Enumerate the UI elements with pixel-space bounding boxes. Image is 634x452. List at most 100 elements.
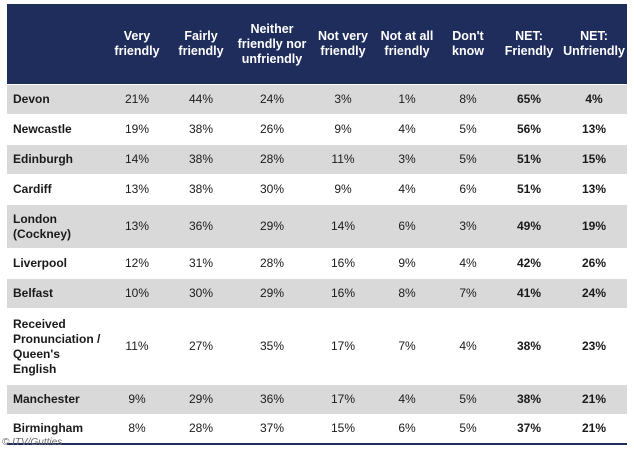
value-cell: 15% [311, 414, 375, 445]
value-cell: 29% [233, 278, 311, 309]
row-label: Belfast [7, 278, 105, 309]
value-cell: 9% [375, 248, 439, 279]
value-cell: 5% [439, 414, 497, 445]
net-value-cell: 26% [561, 248, 627, 279]
header-row: Very friendly Fairly friendly Neither fr… [7, 4, 627, 85]
value-cell: 26% [233, 114, 311, 145]
value-cell: 9% [311, 114, 375, 145]
table-row: Birmingham 8% 28% 37% 15% 6% 5% 37% 21% [7, 414, 627, 445]
value-cell: 12% [105, 248, 169, 279]
header-cell-accent [7, 4, 105, 85]
value-cell: 6% [439, 174, 497, 205]
net-value-cell: 49% [497, 204, 561, 249]
image-credit: © ITV/Gutties [2, 437, 63, 448]
row-label: Cardiff [7, 174, 105, 205]
value-cell: 27% [169, 308, 233, 385]
header-cell-net-friendly: NET: Friendly [497, 4, 561, 85]
value-cell: 29% [233, 204, 311, 249]
value-cell: 8% [439, 84, 497, 115]
row-label: Manchester [7, 384, 105, 415]
value-cell: 10% [105, 278, 169, 309]
header-cell-neither: Neither friendly nor unfriendly [233, 4, 311, 85]
net-value-cell: 42% [497, 248, 561, 279]
row-label: Received Pronunciation / Queen's English [7, 308, 105, 385]
row-label: London (Cockney) [7, 204, 105, 249]
value-cell: 31% [169, 248, 233, 279]
value-cell: 28% [233, 248, 311, 279]
net-value-cell: 15% [561, 144, 627, 175]
row-label: Birmingham [7, 414, 105, 445]
net-value-cell: 19% [561, 204, 627, 249]
row-label: Devon [7, 84, 105, 115]
value-cell: 7% [375, 308, 439, 385]
net-value-cell: 21% [561, 384, 627, 415]
value-cell: 5% [439, 114, 497, 145]
net-value-cell: 13% [561, 114, 627, 145]
value-cell: 28% [233, 144, 311, 175]
table-row: London (Cockney) 13% 36% 29% 14% 6% 3% 49% 19% [7, 204, 627, 249]
table-row: Edinburgh 14% 38% 28% 11% 3% 5% 51% 15% [7, 144, 627, 175]
header-cell-very-friendly: Very friendly [105, 4, 169, 85]
net-value-cell: 65% [497, 84, 561, 115]
value-cell: 5% [439, 144, 497, 175]
value-cell: 11% [105, 308, 169, 385]
value-cell: 38% [169, 114, 233, 145]
value-cell: 4% [375, 114, 439, 145]
header-cell-dont-know: Don't know [439, 4, 497, 85]
net-value-cell: 38% [497, 308, 561, 385]
value-cell: 4% [375, 174, 439, 205]
value-cell: 8% [105, 414, 169, 445]
value-cell: 17% [311, 308, 375, 385]
value-cell: 1% [375, 84, 439, 115]
value-cell: 30% [169, 278, 233, 309]
header-cell-not-at-all-friendly: Not at all friendly [375, 4, 439, 85]
value-cell: 30% [233, 174, 311, 205]
net-value-cell: 23% [561, 308, 627, 385]
net-value-cell: 4% [561, 84, 627, 115]
net-value-cell: 37% [497, 414, 561, 445]
table-row: Cardiff 13% 38% 30% 9% 4% 6% 51% 13% [7, 174, 627, 205]
value-cell: 13% [105, 174, 169, 205]
value-cell: 9% [105, 384, 169, 415]
value-cell: 6% [375, 204, 439, 249]
net-value-cell: 56% [497, 114, 561, 145]
value-cell: 13% [105, 204, 169, 249]
table-row: Manchester 9% 29% 36% 17% 4% 5% 38% 21% [7, 384, 627, 415]
value-cell: 17% [311, 384, 375, 415]
value-cell: 9% [311, 174, 375, 205]
value-cell: 14% [105, 144, 169, 175]
value-cell: 36% [233, 384, 311, 415]
value-cell: 24% [233, 84, 311, 115]
table-row: Belfast 10% 30% 29% 16% 8% 7% 41% 24% [7, 278, 627, 309]
value-cell: 37% [233, 414, 311, 445]
value-cell: 28% [169, 414, 233, 445]
value-cell: 44% [169, 84, 233, 115]
header-cell-fairly-friendly: Fairly friendly [169, 4, 233, 85]
value-cell: 8% [375, 278, 439, 309]
value-cell: 16% [311, 278, 375, 309]
row-label: Liverpool [7, 248, 105, 279]
value-cell: 35% [233, 308, 311, 385]
table-row: Devon 21% 44% 24% 3% 1% 8% 65% 4% [7, 84, 627, 115]
value-cell: 38% [169, 174, 233, 205]
net-value-cell: 13% [561, 174, 627, 205]
value-cell: 16% [311, 248, 375, 279]
table-row: Received Pronunciation / Queen's English… [7, 308, 627, 385]
value-cell: 3% [311, 84, 375, 115]
value-cell: 21% [105, 84, 169, 115]
value-cell: 4% [375, 384, 439, 415]
row-label: Newcastle [7, 114, 105, 145]
net-value-cell: 21% [561, 414, 627, 445]
net-value-cell: 51% [497, 144, 561, 175]
value-cell: 4% [439, 308, 497, 385]
value-cell: 36% [169, 204, 233, 249]
value-cell: 3% [439, 204, 497, 249]
value-cell: 6% [375, 414, 439, 445]
value-cell: 7% [439, 278, 497, 309]
table-row: Liverpool 12% 31% 28% 16% 9% 4% 42% 26% [7, 248, 627, 279]
net-value-cell: 24% [561, 278, 627, 309]
header-cell-not-very-friendly: Not very friendly [311, 4, 375, 85]
friendliness-table: Very friendly Fairly friendly Neither fr… [7, 4, 627, 445]
value-cell: 19% [105, 114, 169, 145]
